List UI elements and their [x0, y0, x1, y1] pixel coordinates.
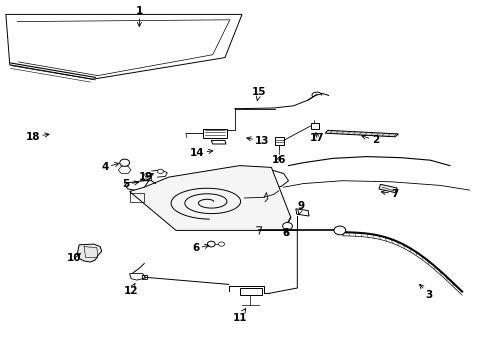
Polygon shape [129, 274, 145, 280]
Polygon shape [325, 130, 398, 137]
Text: 17: 17 [309, 132, 324, 143]
Circle shape [218, 242, 224, 246]
Text: 12: 12 [123, 283, 138, 296]
Circle shape [157, 169, 163, 174]
Polygon shape [129, 166, 290, 230]
Circle shape [207, 241, 215, 247]
Polygon shape [239, 288, 261, 295]
Text: 6: 6 [192, 243, 208, 253]
Text: 19: 19 [138, 172, 153, 182]
Text: 5: 5 [122, 179, 138, 189]
Circle shape [333, 226, 345, 235]
Circle shape [282, 222, 292, 230]
Polygon shape [211, 140, 225, 144]
Polygon shape [118, 166, 131, 174]
Text: 14: 14 [189, 148, 212, 158]
Polygon shape [295, 209, 308, 216]
Polygon shape [6, 14, 242, 79]
Text: 2: 2 [361, 135, 378, 145]
Text: 1: 1 [136, 6, 142, 27]
Polygon shape [274, 137, 283, 145]
Text: 9: 9 [297, 201, 304, 215]
Text: 7: 7 [381, 189, 398, 199]
Polygon shape [378, 184, 396, 193]
Polygon shape [124, 168, 288, 194]
Polygon shape [77, 244, 102, 262]
Text: 16: 16 [271, 155, 285, 165]
Text: 3: 3 [419, 284, 432, 300]
Circle shape [144, 173, 150, 177]
Polygon shape [310, 123, 318, 129]
Text: 18: 18 [25, 132, 49, 142]
Text: 11: 11 [232, 309, 246, 323]
Text: 10: 10 [67, 253, 81, 264]
Circle shape [120, 159, 129, 166]
Text: 8: 8 [282, 228, 288, 238]
Text: 15: 15 [251, 87, 266, 100]
Polygon shape [203, 129, 227, 138]
Text: 13: 13 [246, 136, 269, 146]
Text: 4: 4 [101, 162, 119, 172]
